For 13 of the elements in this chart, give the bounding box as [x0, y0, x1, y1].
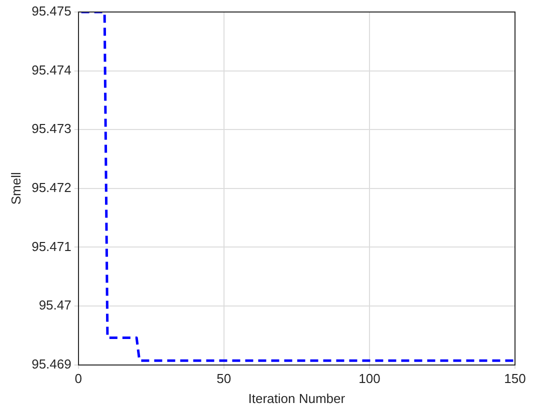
y-tick-label: 95.471 [32, 238, 72, 254]
y-tick-label: 95.47 [38, 298, 72, 313]
y-tick-label: 95.475 [32, 4, 72, 19]
y-axis-title: Smell [8, 172, 24, 205]
y-tick-label: 95.469 [32, 356, 72, 372]
x-tick-label: 150 [504, 371, 526, 386]
y-tick-label: 95.472 [32, 180, 72, 195]
y-tick-label: 95.474 [32, 62, 72, 78]
x-tick-label: 50 [216, 371, 232, 386]
x-tick-label: 0 [74, 371, 82, 386]
x-tick-label: 100 [358, 371, 380, 386]
y-tick-label: 95.473 [32, 121, 72, 136]
x-axis-title: Iteration Number [248, 390, 346, 406]
